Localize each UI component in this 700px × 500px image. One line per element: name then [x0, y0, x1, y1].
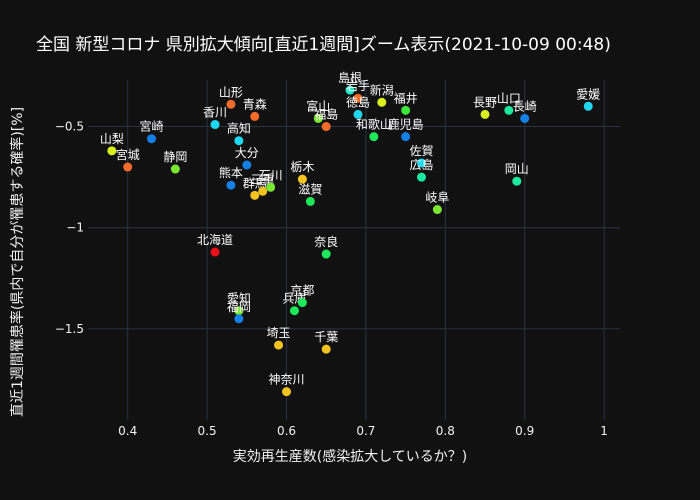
data-point-label: 佐賀	[409, 144, 433, 158]
data-point-label: 富山	[306, 98, 330, 113]
data-point[interactable]	[401, 105, 411, 115]
data-point-label: 山梨	[100, 132, 124, 146]
data-point-label: 徳島	[346, 94, 370, 109]
data-point[interactable]	[266, 182, 276, 192]
data-point[interactable]	[107, 146, 117, 156]
data-point[interactable]	[313, 113, 323, 123]
data-point-label: 山口	[497, 91, 521, 105]
data-point[interactable]	[321, 249, 331, 259]
data-point[interactable]	[234, 314, 244, 324]
data-point[interactable]	[282, 387, 292, 397]
data-point-label: 宮崎	[140, 119, 164, 134]
data-point-label: 長崎	[513, 99, 537, 113]
data-point-label: 北海道	[197, 232, 233, 247]
data-point[interactable]	[250, 190, 260, 200]
data-point[interactable]	[416, 172, 426, 182]
data-point[interactable]	[583, 101, 593, 111]
grid-layer	[88, 80, 620, 420]
data-point-label: 広島	[409, 157, 433, 172]
data-point[interactable]	[242, 160, 252, 170]
point-layer: 山梨宮城宮崎静岡北海道香川山形熊本高知愛知福岡大分青森群馬三重石川埼玉神奈川兵庫…	[100, 70, 600, 397]
data-point[interactable]	[289, 306, 299, 316]
data-point[interactable]	[170, 164, 180, 174]
x-tick-label: 0.6	[277, 424, 296, 438]
data-point[interactable]	[416, 158, 426, 168]
data-point[interactable]	[234, 306, 244, 316]
x-tick-label: 0.5	[198, 424, 217, 438]
x-tick-label: 0.8	[436, 424, 455, 438]
data-point[interactable]	[226, 99, 236, 109]
data-point-label: 福岡	[227, 299, 251, 314]
data-point-label: 熊本	[219, 165, 243, 180]
data-point[interactable]	[210, 120, 220, 130]
data-point-label: 長野	[473, 95, 497, 109]
data-point[interactable]	[297, 298, 307, 308]
data-point[interactable]	[147, 134, 157, 144]
x-tick-label: 1	[600, 424, 608, 438]
data-point-label: 福島	[314, 107, 338, 122]
data-point-label: 滋賀	[298, 182, 322, 196]
data-point-label: 鹿児島	[388, 117, 424, 132]
data-point-label: 愛媛	[576, 87, 600, 101]
y-tick-label: −1.5	[55, 322, 84, 336]
y-tick-label: −0.5	[55, 120, 84, 134]
data-point[interactable]	[321, 122, 331, 132]
data-point-label: 青森	[243, 96, 267, 111]
data-point-label: 埼玉	[267, 326, 291, 340]
data-point-label: 石川	[259, 168, 283, 182]
data-point-label: 静岡	[163, 150, 187, 164]
data-point[interactable]	[123, 162, 133, 172]
data-point-label: 山形	[219, 85, 243, 99]
x-tick-label: 0.4	[118, 424, 137, 438]
data-point[interactable]	[504, 105, 514, 115]
data-point[interactable]	[297, 174, 307, 184]
data-point[interactable]	[258, 186, 268, 196]
data-point-label: 和歌山	[356, 117, 392, 132]
data-point-label: 奈良	[314, 234, 338, 249]
data-point-label: 愛知	[227, 292, 251, 306]
data-point-label: 福井	[394, 90, 418, 105]
data-point[interactable]	[520, 113, 530, 123]
data-point-label: 岡山	[505, 162, 529, 176]
x-tick-label: 0.9	[515, 424, 534, 438]
data-point-label: 京都	[290, 284, 314, 298]
data-point-label: 群馬	[243, 176, 267, 190]
data-point[interactable]	[353, 93, 363, 103]
y-axis-title: 直近1週間罹患率(県内で自分が罹患する確率)[%]	[9, 107, 26, 417]
data-point[interactable]	[353, 109, 363, 119]
x-axis-title: 実効再生産数(感染拡大しているか？)	[233, 448, 468, 465]
data-point[interactable]	[432, 205, 442, 215]
data-point[interactable]	[321, 344, 331, 354]
data-point-label: 香川	[203, 106, 227, 120]
data-point-label: 岐阜	[425, 191, 449, 205]
chart-title: 全国 新型コロナ 県別拡大傾向[直近1週間]ズーム表示(2021-10-09 0…	[36, 35, 611, 55]
data-point[interactable]	[401, 132, 411, 142]
data-point[interactable]	[480, 109, 490, 119]
data-point[interactable]	[274, 340, 284, 350]
data-point[interactable]	[234, 136, 244, 146]
data-point[interactable]	[305, 196, 315, 206]
data-point[interactable]	[250, 111, 260, 121]
data-point-label: 岩手	[346, 78, 370, 93]
data-point-label: 大分	[235, 146, 259, 160]
data-point-label: 千葉	[314, 330, 338, 344]
data-point-label: 島根	[338, 70, 362, 85]
data-point-label: 栃木	[290, 160, 314, 174]
data-point-label: 三重	[251, 172, 275, 186]
data-point-label: 新潟	[370, 82, 394, 97]
data-point[interactable]	[377, 97, 387, 107]
y-tick-label: −1	[66, 221, 84, 235]
data-point-label: 宮城	[116, 147, 140, 162]
data-point[interactable]	[369, 132, 379, 142]
data-point[interactable]	[512, 176, 522, 186]
data-point[interactable]	[210, 247, 220, 257]
data-point[interactable]	[345, 85, 355, 95]
data-point[interactable]	[226, 180, 236, 190]
axis-layer: 0.4 0.5 0.6 0.7 0.8 0.9 1 −0.5 −1 −1.5	[55, 120, 608, 438]
data-point-label: 神奈川	[268, 373, 304, 387]
x-tick-label: 0.7	[356, 424, 375, 438]
data-point-label: 高知	[227, 121, 251, 136]
